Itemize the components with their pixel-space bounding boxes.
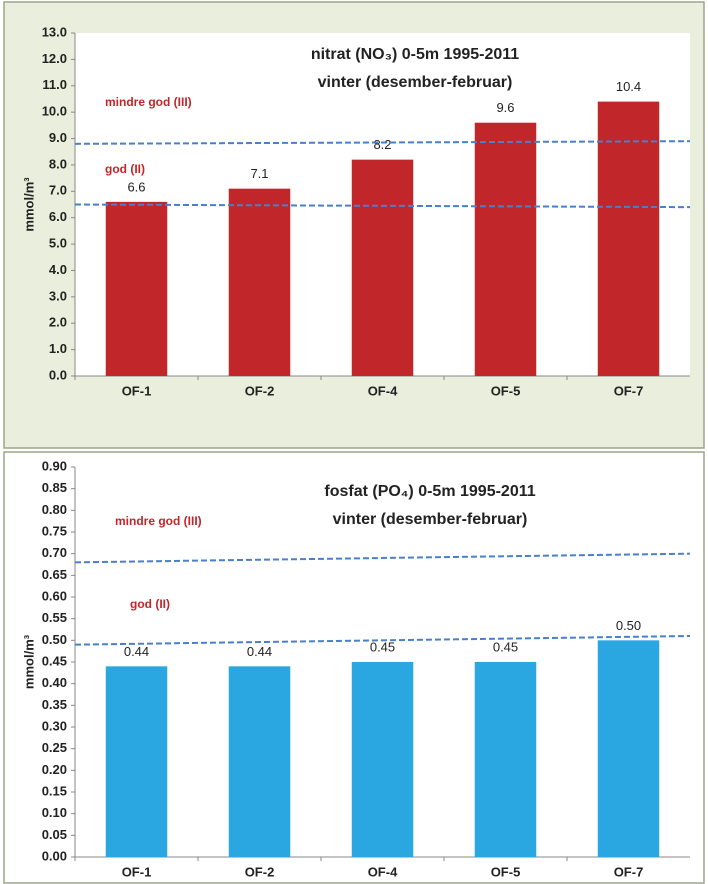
value-label: 9.6 — [496, 100, 514, 115]
y-tick-label: 5.0 — [49, 236, 67, 251]
value-label: 0.45 — [370, 639, 395, 654]
value-label: 0.44 — [247, 644, 272, 659]
y-tick-label: 0.40 — [42, 675, 67, 690]
value-label: 6.6 — [127, 179, 145, 194]
y-axis-label: mmol/m³ — [21, 634, 36, 689]
value-label: 0.44 — [124, 644, 149, 659]
y-tick-label: 0.60 — [42, 588, 67, 603]
value-label: 0.45 — [493, 639, 518, 654]
bar — [351, 159, 414, 376]
y-tick-label: 10.0 — [42, 104, 67, 119]
x-tick-label: OF-7 — [614, 864, 644, 879]
y-tick-label: 0.15 — [42, 783, 67, 798]
bar — [474, 122, 537, 376]
y-tick-label: 9.0 — [49, 130, 67, 145]
reference-label: mindre god (III) — [115, 514, 202, 528]
x-tick-label: OF-1 — [122, 383, 152, 398]
value-label: 10.4 — [616, 79, 641, 94]
y-tick-label: 0.85 — [42, 480, 67, 495]
bar — [597, 101, 660, 376]
bar — [597, 640, 660, 857]
y-tick-label: 0.05 — [42, 827, 67, 842]
y-tick-label: 13.0 — [42, 24, 67, 39]
y-tick-label: 0.30 — [42, 718, 67, 733]
reference-line — [74, 203, 691, 209]
y-tick-label: 0.50 — [42, 632, 67, 647]
bar — [228, 188, 291, 376]
x-tick-label: OF-2 — [245, 864, 275, 879]
chart-subtitle: vinter (desember-februar) — [333, 511, 528, 528]
y-tick-label: 0.55 — [42, 610, 67, 625]
bar — [105, 666, 168, 857]
bar — [228, 666, 291, 857]
y-axis-label: mmol/m³ — [21, 177, 36, 232]
chart-title: nitrat (NO₃) 0-5m 1995-2011 — [311, 46, 519, 63]
y-tick-label: 0.90 — [42, 458, 67, 473]
y-tick-label: 0.45 — [42, 653, 67, 668]
y-tick-label: 0.20 — [42, 762, 67, 777]
y-tick-label: 0.00 — [42, 848, 67, 863]
reference-line — [74, 635, 691, 646]
x-tick-label: OF-5 — [491, 864, 521, 879]
y-tick-label: 0.65 — [42, 567, 67, 582]
value-label: 0.50 — [616, 618, 641, 633]
reference-line — [74, 552, 691, 564]
x-tick-label: OF-4 — [368, 383, 398, 398]
reference-label: mindre god (III) — [105, 95, 192, 109]
value-label: 7.1 — [250, 166, 268, 181]
x-tick-label: OF-4 — [368, 864, 398, 879]
bar — [474, 662, 537, 857]
y-tick-label: 12.0 — [42, 51, 67, 66]
y-tick-label: 1.0 — [49, 341, 67, 356]
y-tick-label: 3.0 — [49, 288, 67, 303]
y-tick-label: 2.0 — [49, 315, 67, 330]
y-tick-label: 0.75 — [42, 523, 67, 538]
y-tick-label: 0.70 — [42, 545, 67, 560]
y-tick-label: 8.0 — [49, 156, 67, 171]
y-tick-label: 6.0 — [49, 209, 67, 224]
y-tick-label: 4.0 — [49, 262, 67, 277]
x-tick-label: OF-1 — [122, 864, 152, 879]
x-tick-label: OF-7 — [614, 383, 644, 398]
chart-subtitle: vinter (desember-februar) — [318, 74, 513, 91]
y-tick-label: 11.0 — [42, 77, 67, 92]
x-tick-label: OF-5 — [491, 383, 521, 398]
y-tick-label: 0.35 — [42, 697, 67, 712]
reference-line — [74, 140, 691, 145]
y-tick-label: 0.25 — [42, 740, 67, 755]
value-label: 8.2 — [373, 137, 391, 152]
bar — [351, 662, 414, 857]
x-tick-label: OF-2 — [245, 383, 275, 398]
bar — [105, 201, 168, 376]
y-tick-label: 0.10 — [42, 805, 67, 820]
reference-label: god (II) — [105, 162, 145, 176]
reference-label: god (II) — [130, 597, 170, 611]
y-tick-label: 7.0 — [49, 183, 67, 198]
chart-title: fosfat (PO₄) 0-5m 1995-2011 — [324, 483, 535, 500]
y-tick-label: 0.0 — [49, 367, 67, 382]
y-tick-label: 0.80 — [42, 502, 67, 517]
